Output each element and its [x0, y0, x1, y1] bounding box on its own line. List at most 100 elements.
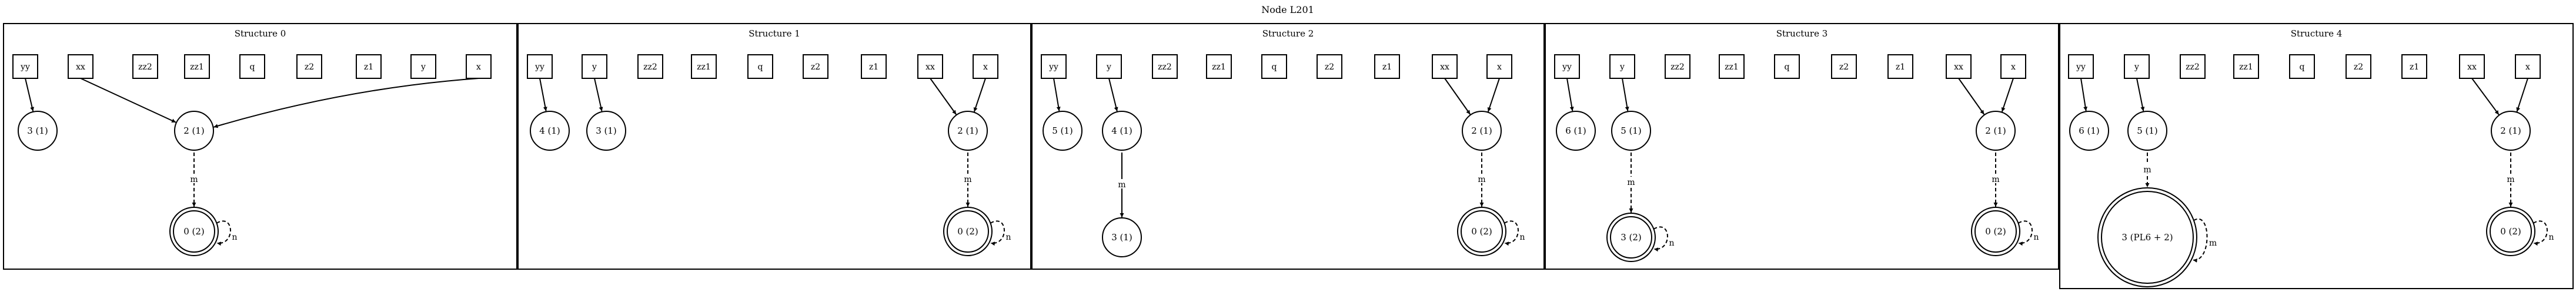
- edge-label-bg: [2507, 174, 2515, 183]
- edge: [1444, 78, 1471, 115]
- node-label: 5 (1): [2137, 125, 2158, 136]
- var-label-q: q: [758, 62, 763, 72]
- node-label: 3 (1): [1111, 232, 1132, 243]
- edge: [973, 78, 986, 112]
- var-label-zz1: zz1: [1725, 62, 1739, 72]
- node-label: 0 (2): [2500, 226, 2521, 237]
- var-label-zz2: zz2: [643, 62, 657, 72]
- edge-label: n: [2549, 233, 2554, 242]
- var-label-x: x: [2011, 62, 2016, 72]
- var-label-q: q: [1785, 62, 1790, 72]
- var-label-y: y: [1619, 62, 1625, 72]
- var-box-z1: [1887, 54, 1913, 79]
- edge-label-bg: [1118, 179, 1126, 188]
- var-box-z1: [861, 54, 887, 79]
- var-label-zz2: zz2: [138, 62, 152, 72]
- node-circle: [174, 111, 214, 151]
- panel-label: Structure 0: [235, 28, 286, 39]
- node-label: 2 (1): [957, 125, 978, 136]
- node-label: 5 (1): [1621, 125, 1642, 136]
- var-box-z2: [803, 54, 828, 79]
- edge: [2080, 78, 2088, 111]
- panel-label: Structure 2: [1262, 28, 1314, 39]
- var-box-z1: [2401, 54, 2427, 79]
- node-label: 2 (1): [1471, 125, 1492, 136]
- var-box-z1: [1374, 54, 1400, 79]
- node-circle: [2101, 191, 2194, 284]
- node-circle: [1102, 217, 1142, 257]
- var-box-zz1: [2233, 54, 2259, 79]
- node-circle: [2490, 210, 2532, 253]
- node-circle: [2491, 111, 2531, 151]
- node-circle: [586, 111, 626, 151]
- edge: [594, 78, 603, 112]
- var-label-yy: yy: [20, 62, 30, 72]
- var-box-q: [747, 54, 773, 79]
- panel-label: Structure 3: [1776, 28, 1828, 39]
- diagram-title: Node L201: [1261, 4, 1314, 15]
- node-label: 0 (2): [1471, 226, 1492, 237]
- panel-structure-0: Structure 0 yy xx zz2 zz1 q z2 z1 y x m n 3 (1) 2 (1)…: [3, 23, 517, 270]
- self-loop-edge: [2193, 218, 2208, 263]
- edge: [2136, 78, 2145, 111]
- node-label: 0 (2): [957, 226, 978, 237]
- edge: [2001, 78, 2014, 112]
- edge-label: m: [1992, 175, 1999, 184]
- node-label: 4 (1): [1111, 125, 1132, 136]
- var-label-y: y: [1106, 62, 1111, 72]
- edge-label-bg: [964, 174, 972, 183]
- panel-frame: [2059, 23, 2574, 289]
- edge: [2516, 78, 2528, 112]
- var-box-zz2: [132, 54, 158, 79]
- node-label: 2 (1): [1985, 125, 2006, 136]
- node-circle: [1461, 210, 1503, 253]
- var-box-zz1: [691, 54, 717, 79]
- node-outer-ring: [169, 207, 219, 256]
- edge: [1622, 78, 1629, 111]
- self-loop-edge: [216, 220, 231, 246]
- var-label-zz1: zz1: [1212, 62, 1226, 72]
- edge-label: m: [2507, 175, 2514, 184]
- var-label-xx: xx: [926, 62, 935, 72]
- var-label-z1: z1: [869, 62, 878, 72]
- node-circle: [1102, 111, 1142, 151]
- panel-frame: [1031, 23, 1545, 270]
- var-box-z2: [2346, 54, 2371, 79]
- edge-label-bg: [190, 174, 198, 183]
- node-label: 3 (PL6 + 2): [2121, 232, 2173, 243]
- edge: [1566, 78, 1574, 111]
- edge-label-bg: [1992, 174, 2000, 183]
- var-label-z1: z1: [364, 62, 373, 72]
- edge-label-bg: [1478, 174, 1486, 183]
- panel-label: Structure 4: [2291, 28, 2343, 39]
- edge-label: n: [2034, 233, 2039, 242]
- edge-label: m: [1627, 178, 1635, 187]
- var-label-z2: z2: [305, 62, 314, 72]
- var-label-yy: yy: [1562, 62, 1572, 72]
- node-label: 2 (1): [2500, 125, 2521, 136]
- edge-label: n: [1520, 233, 1525, 242]
- var-label-z1: z1: [1382, 62, 1392, 72]
- node-circle: [173, 210, 215, 253]
- var-label-q: q: [1272, 62, 1277, 72]
- edge: [1487, 78, 1500, 112]
- var-label-zz1: zz1: [697, 62, 711, 72]
- var-box-q: [2289, 54, 2315, 79]
- var-label-q: q: [250, 62, 255, 72]
- var-label-y: y: [420, 62, 426, 72]
- node-circle: [1611, 111, 1651, 151]
- var-label-y: y: [2134, 62, 2139, 72]
- edge-label-bg: [1627, 177, 1635, 186]
- node-label: 4 (1): [539, 125, 560, 136]
- edge-label: m: [1118, 180, 1125, 190]
- node-label: 3 (2): [1621, 232, 1642, 243]
- var-label-x: x: [983, 62, 988, 72]
- node-label: 0 (2): [1985, 226, 2006, 237]
- edge-label: m: [2209, 239, 2217, 248]
- var-label-yy: yy: [2076, 62, 2086, 72]
